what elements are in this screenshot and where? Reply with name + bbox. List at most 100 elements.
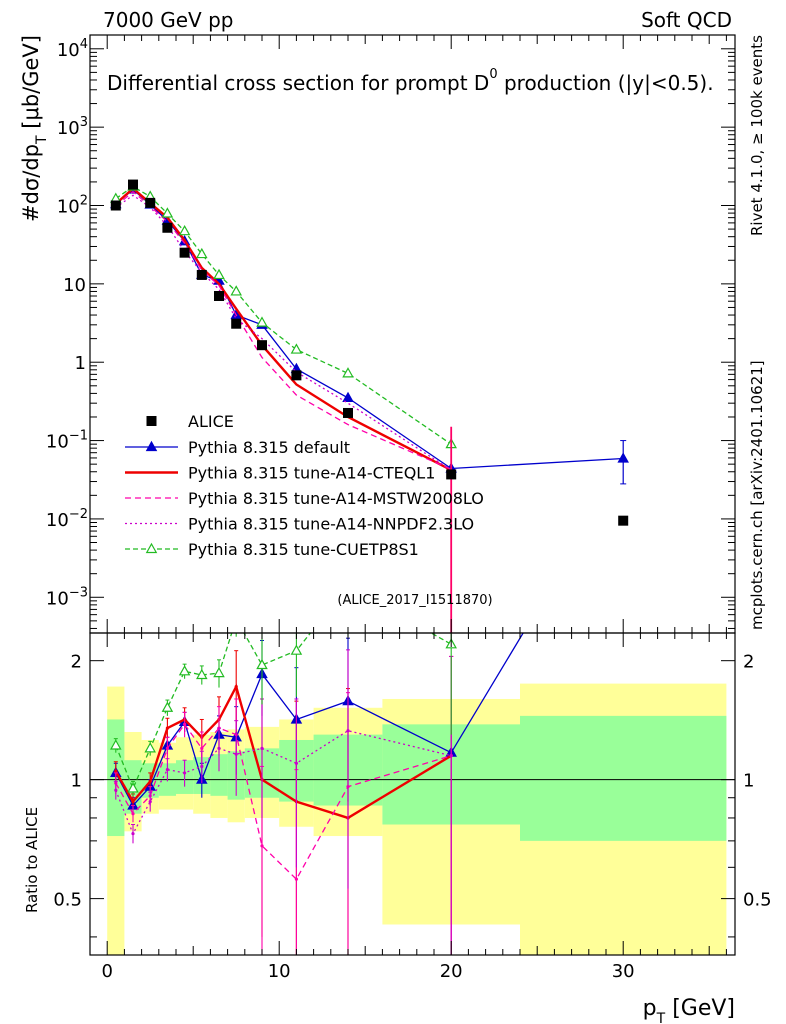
y-tick-label-main: 10−3	[46, 585, 88, 609]
x-tick-label: 10	[268, 961, 291, 982]
legend: ALICE Pythia 8.315 default Pythia 8.315 tu…	[125, 412, 484, 559]
ratio-point	[294, 761, 298, 765]
series-marker-ratio	[343, 580, 353, 589]
series-marker-ratio	[110, 739, 122, 750]
ratio-point	[114, 788, 118, 792]
y-tick-label-ratio-right: 0.5	[743, 890, 772, 911]
series-marker-main	[342, 367, 354, 378]
y-tick-label-main: 1	[75, 353, 86, 374]
legend-marker	[145, 542, 158, 554]
series-marker-main	[290, 343, 303, 354]
data-point-alice	[196, 269, 207, 280]
data-point-alice	[179, 247, 190, 258]
ratio-point	[200, 746, 204, 750]
data-point-alice	[291, 370, 302, 381]
data-point-alice	[145, 197, 156, 208]
y-axis-title-ratio: Ratio to ALICE	[23, 807, 41, 913]
x-tick-label: 0	[101, 961, 112, 982]
y-tick-label-ratio-left: 2	[71, 652, 82, 673]
series-line-main	[115, 190, 452, 470]
data-point-alice	[128, 179, 138, 190]
y-tick-label-main: 10−1	[46, 429, 88, 453]
y-tick-label-main: 103	[57, 115, 88, 139]
ratio-point	[234, 752, 238, 756]
ratio-point	[260, 746, 264, 750]
ratio-point	[183, 771, 187, 775]
legend-label-alice: ALICE	[188, 412, 234, 431]
ratio-point	[183, 722, 187, 726]
y-tick-label-main: 10	[63, 275, 86, 296]
series-marker-ratio	[213, 666, 225, 678]
series-marker-ratio	[231, 614, 241, 623]
x-tick-label: 30	[612, 961, 635, 982]
ratio-point	[200, 764, 204, 769]
ratio-point	[165, 726, 169, 730]
y-tick-label-main: 10−2	[46, 507, 88, 531]
ratio-point	[148, 799, 152, 804]
series-marker-ratio	[178, 665, 191, 676]
ratio-point	[131, 832, 135, 836]
data-point-alice	[214, 290, 224, 301]
x-axis-title: pT [GeV]	[643, 996, 735, 1024]
series-marker-main	[342, 391, 354, 403]
legend-label: Pythia 8.315 tune-A14-MSTW2008LO	[188, 489, 484, 508]
series-marker-main	[161, 207, 174, 218]
ratio-point	[148, 779, 152, 783]
legend-label: Pythia 8.315 tune-A14-CTEQL1	[188, 464, 435, 483]
series-marker-main	[256, 316, 268, 327]
series-marker-ratio	[161, 701, 174, 712]
header-left: 7000 GeV pp	[103, 8, 234, 32]
data-point-alice	[446, 469, 457, 480]
header-right: Soft QCD	[641, 8, 732, 32]
y-tick-label-main: 104	[57, 37, 88, 61]
y-tick-label-ratio-right: 2	[743, 652, 754, 673]
series-marker-main	[213, 268, 225, 280]
series-marker-main	[196, 247, 208, 259]
x-tick-label: 20	[440, 961, 463, 982]
y-tick-label-ratio-right: 1	[743, 771, 754, 792]
ratio-point	[131, 812, 135, 816]
ratio-point	[165, 768, 169, 772]
data-point-alice	[231, 318, 242, 329]
ratio-point	[114, 769, 118, 773]
legend-marker	[145, 440, 158, 452]
ratio-point	[346, 729, 350, 733]
ratio-point	[260, 844, 264, 848]
legend-label: Pythia 8.315 tune-A14-NNPDF2.3LO	[188, 515, 474, 534]
y-tick-label-main: 102	[57, 194, 88, 218]
series-line-ratio	[114, 683, 452, 820]
series-marker-ratio	[290, 644, 303, 655]
series-marker-main	[178, 224, 191, 236]
data-point-alice	[162, 222, 173, 233]
band-green	[520, 715, 727, 841]
main-series	[110, 179, 629, 633]
ratio-point	[234, 684, 238, 689]
series-marker-main	[230, 285, 242, 296]
legend-label: Pythia 8.315 default	[188, 438, 350, 457]
series-marker-ratio	[144, 742, 156, 753]
ratio-point	[217, 746, 221, 750]
y-tick-label-ratio-left: 1	[71, 771, 82, 792]
legend-label: Pythia 8.315 tune-CUETP8S1	[188, 540, 419, 559]
series-line-main	[115, 185, 452, 445]
series-marker-ratio	[256, 658, 268, 670]
ratio-point	[449, 754, 453, 758]
data-point-alice	[343, 407, 353, 418]
side-label-mcplots: mcplots.cern.ch [arXiv:2401.10621]	[748, 360, 766, 630]
series-marker-ratio	[196, 668, 208, 680]
series-line-ratio	[115, 633, 452, 791]
y-axis-title-main: #dσ/dpT [μb/GeV]	[19, 35, 50, 222]
series-line-ratio	[115, 723, 452, 881]
data-point-alice	[618, 515, 629, 526]
legend-marker-alice	[146, 416, 157, 426]
series-line-main	[115, 194, 452, 471]
plot-title: Differential cross section for prompt D0…	[107, 67, 714, 95]
data-point-alice	[257, 340, 267, 351]
y-tick-label-ratio-left: 0.5	[53, 890, 82, 911]
ratio-frame	[89, 632, 736, 956]
watermark-analysis-id: (ALICE_2017_I1511870)	[337, 593, 492, 608]
ratio-point	[294, 877, 298, 881]
